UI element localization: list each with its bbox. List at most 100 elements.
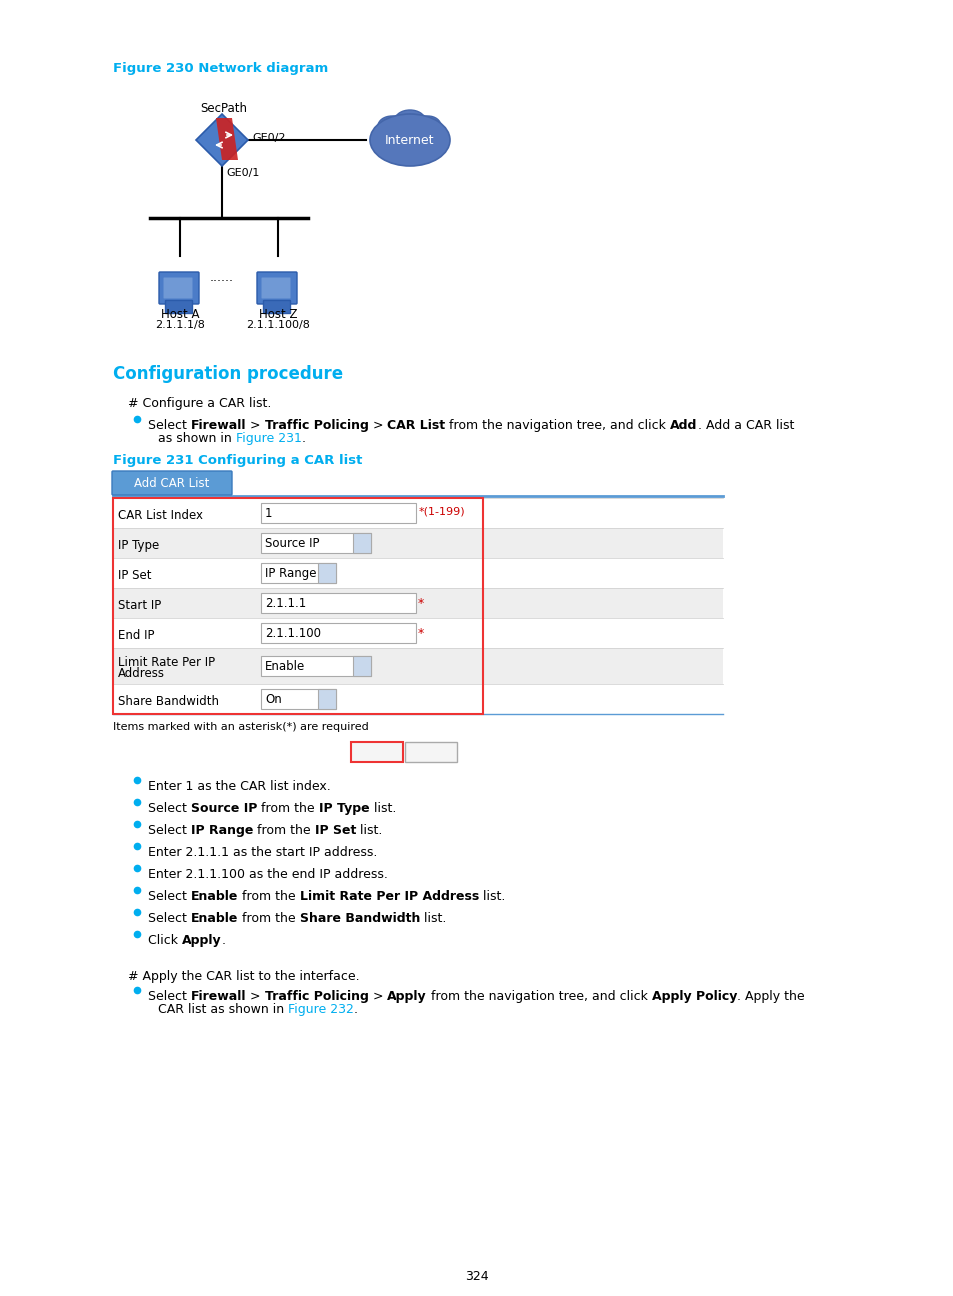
Text: IP Type: IP Type — [318, 802, 369, 815]
Text: IP Range: IP Range — [265, 568, 316, 581]
Text: Limit Rate Per IP Address: Limit Rate Per IP Address — [299, 890, 478, 903]
Text: from the: from the — [238, 912, 299, 925]
Text: GE0/1: GE0/1 — [226, 168, 259, 178]
Text: IP Set: IP Set — [118, 569, 152, 582]
Text: Apply: Apply — [182, 934, 221, 947]
Text: Firewall: Firewall — [191, 419, 246, 432]
Ellipse shape — [370, 114, 450, 166]
Text: *: * — [417, 597, 424, 610]
Text: Select: Select — [148, 419, 191, 432]
Text: Enter 1 as the CAR list index.: Enter 1 as the CAR list index. — [148, 780, 331, 793]
Bar — [112, 588, 722, 618]
Text: .: . — [301, 432, 305, 445]
Text: Figure 232: Figure 232 — [288, 1003, 354, 1016]
Text: Select: Select — [148, 802, 191, 815]
Ellipse shape — [377, 117, 406, 136]
Text: *: * — [417, 627, 424, 640]
Text: Enable: Enable — [265, 660, 305, 673]
Text: Host A: Host A — [161, 308, 199, 321]
Bar — [405, 743, 456, 762]
Text: list.: list. — [420, 912, 446, 925]
Text: GE0/2: GE0/2 — [252, 133, 285, 143]
Text: Figure 230 Network diagram: Figure 230 Network diagram — [112, 62, 328, 75]
Text: Firewall: Firewall — [191, 990, 246, 1003]
Bar — [261, 533, 371, 553]
Text: .: . — [354, 1003, 357, 1016]
Text: IP Set: IP Set — [314, 824, 355, 837]
Text: # Apply the CAR list to the interface.: # Apply the CAR list to the interface. — [128, 969, 359, 982]
Text: >: > — [246, 990, 265, 1003]
Ellipse shape — [374, 132, 394, 148]
Text: 2.1.1.100: 2.1.1.100 — [265, 627, 320, 640]
Text: ......: ...... — [210, 271, 233, 284]
Ellipse shape — [395, 110, 424, 130]
Text: ▼: ▼ — [324, 693, 330, 702]
Polygon shape — [195, 114, 248, 166]
Text: from the: from the — [253, 824, 314, 837]
Text: On: On — [265, 693, 281, 706]
Text: # Configure a CAR list.: # Configure a CAR list. — [128, 397, 271, 410]
Text: IP Type: IP Type — [118, 539, 159, 552]
Text: Cancel: Cancel — [411, 746, 451, 759]
Text: Select: Select — [148, 990, 191, 1003]
Text: 1: 1 — [265, 507, 273, 520]
Bar — [112, 618, 722, 648]
Text: Figure 231: Figure 231 — [235, 432, 301, 445]
Text: Click: Click — [148, 934, 182, 947]
Text: Address: Address — [118, 667, 165, 680]
Text: from the navigation tree, and click: from the navigation tree, and click — [426, 990, 651, 1003]
FancyBboxPatch shape — [159, 272, 199, 305]
Text: Start IP: Start IP — [118, 599, 161, 612]
Text: Apply: Apply — [387, 990, 426, 1003]
Text: Limit Rate Per IP: Limit Rate Per IP — [118, 656, 214, 669]
Text: from the: from the — [238, 890, 299, 903]
Text: SecPath: SecPath — [200, 102, 247, 115]
Text: Enter 2.1.1.1 as the start IP address.: Enter 2.1.1.1 as the start IP address. — [148, 846, 377, 859]
Text: Host Z: Host Z — [258, 308, 297, 321]
Text: Source IP: Source IP — [191, 802, 257, 815]
Bar — [112, 648, 722, 684]
FancyBboxPatch shape — [263, 301, 291, 314]
Text: Items marked with an asterisk(*) are required: Items marked with an asterisk(*) are req… — [112, 722, 369, 732]
Text: >: > — [369, 990, 387, 1003]
Text: Source IP: Source IP — [265, 537, 319, 550]
Text: Share Bandwidth: Share Bandwidth — [299, 912, 420, 925]
Text: Internet: Internet — [385, 133, 435, 146]
Bar — [112, 684, 722, 714]
Text: >: > — [369, 419, 387, 432]
Text: 2.1.1.1: 2.1.1.1 — [265, 597, 306, 610]
Text: CAR list as shown in: CAR list as shown in — [158, 1003, 288, 1016]
Bar — [112, 559, 722, 588]
Text: 324: 324 — [465, 1270, 488, 1283]
Text: Share Bandwidth: Share Bandwidth — [118, 695, 219, 708]
Bar — [261, 562, 335, 583]
Text: Traffic Policing: Traffic Policing — [265, 990, 369, 1003]
Text: ▼: ▼ — [358, 538, 365, 547]
Text: Apply Policy: Apply Policy — [651, 990, 737, 1003]
Bar — [261, 594, 416, 613]
Bar — [261, 503, 416, 524]
Text: list.: list. — [478, 890, 505, 903]
Ellipse shape — [426, 132, 446, 148]
FancyBboxPatch shape — [261, 277, 291, 298]
Text: 2.1.1.100/8: 2.1.1.100/8 — [246, 320, 310, 330]
Bar — [351, 743, 402, 762]
Text: as shown in: as shown in — [158, 432, 235, 445]
Bar — [317, 562, 335, 583]
Bar — [317, 689, 335, 709]
Text: 2.1.1.1/8: 2.1.1.1/8 — [155, 320, 205, 330]
Text: ▼: ▼ — [324, 568, 330, 577]
Polygon shape — [215, 118, 237, 159]
Text: >: > — [246, 419, 265, 432]
Ellipse shape — [415, 117, 440, 136]
Bar — [261, 623, 416, 643]
Bar — [112, 498, 482, 714]
Bar — [353, 656, 371, 677]
Text: *(1-199): *(1-199) — [418, 507, 465, 517]
Text: from the: from the — [257, 802, 318, 815]
Text: .: . — [221, 934, 226, 947]
Bar — [112, 498, 722, 527]
Text: Configuration procedure: Configuration procedure — [112, 365, 343, 384]
Text: Select: Select — [148, 912, 191, 925]
Bar — [261, 656, 371, 677]
